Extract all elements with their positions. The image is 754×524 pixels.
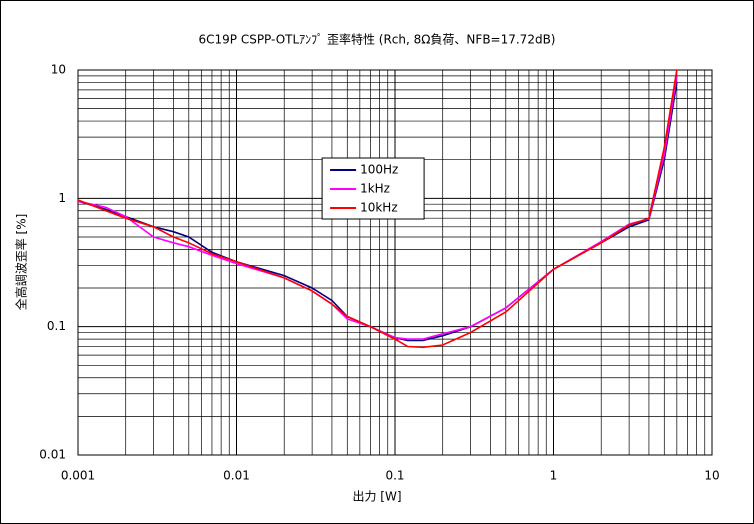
y-tick-label: 10 <box>51 63 66 77</box>
x-tick-label: 0.01 <box>223 469 250 483</box>
x-tick-label: 0.001 <box>61 469 95 483</box>
y-tick-label: 1 <box>58 191 66 205</box>
legend-label: 1kHz <box>360 182 390 196</box>
legend-label: 100Hz <box>360 163 398 177</box>
legend-label: 10kHz <box>360 201 398 215</box>
chart-title: 6C19P CSPP-OTLｱﾝﾌﾟ 歪率特性 (Rch, 8Ω負荷、NFB=1… <box>198 32 555 47</box>
y-axis-label: 全高調波歪率 [%] <box>14 214 29 311</box>
y-tick-label: 0.1 <box>47 319 66 333</box>
y-tick-label: 0.01 <box>39 448 66 462</box>
x-tick-label: 0.1 <box>385 469 404 483</box>
x-axis-label: 出力 [W] <box>352 490 401 504</box>
series-line <box>78 70 678 349</box>
x-tick-label: 10 <box>704 469 719 483</box>
x-tick-label: 1 <box>550 469 558 483</box>
plot-border <box>77 69 713 456</box>
